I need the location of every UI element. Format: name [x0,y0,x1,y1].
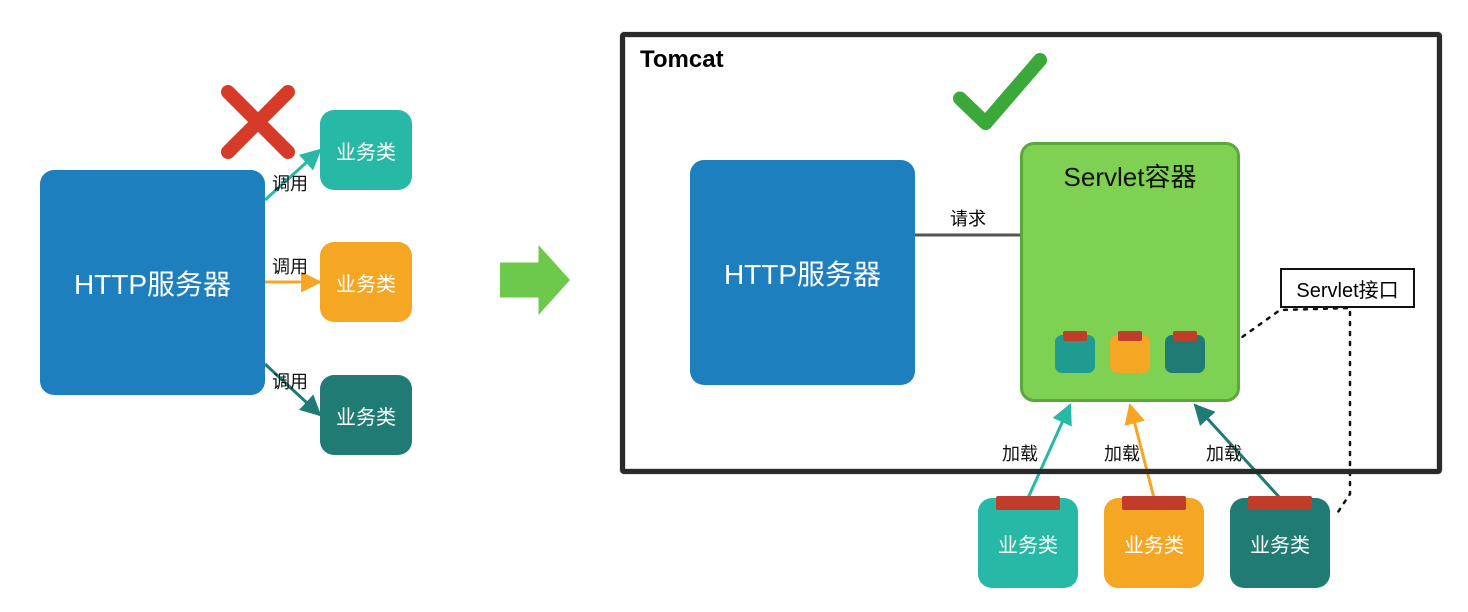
bottom-biz-node: 业务类 [1230,498,1330,588]
biz-node-tab [996,496,1060,510]
left-http-server: HTTP服务器 [40,170,265,395]
load-edge-label: 加载 [1002,440,1038,466]
cross-icon [228,92,288,152]
request-edge-label: 请求 [950,205,986,231]
left-biz-node: 业务类 [320,242,412,322]
servlet-chip-tab [1173,331,1197,341]
biz-node-tab [1248,496,1312,510]
left-biz-node: 业务类 [320,375,412,455]
call-edge-label: 调用 [272,170,308,196]
biz-node-tab [1122,496,1186,510]
left-biz-node: 业务类 [320,110,412,190]
servlet-chip-tab [1063,331,1087,341]
servlet-container-title: Servlet容器 [1023,157,1237,194]
call-edge-label: 调用 [272,368,308,394]
right-http-server: HTTP服务器 [690,160,915,385]
transition-arrow-icon [500,245,570,315]
servlet-interface-label: Servlet接口 [1296,274,1398,303]
call-edge-label: 调用 [272,253,308,279]
bottom-biz-node: 业务类 [1104,498,1204,588]
servlet-interface-box: Servlet接口 [1280,268,1415,308]
load-edge-label: 加载 [1206,440,1242,466]
tomcat-label: Tomcat [640,46,724,74]
servlet-chip-tab [1118,331,1142,341]
bottom-biz-node: 业务类 [978,498,1078,588]
load-edge-label: 加载 [1104,440,1140,466]
